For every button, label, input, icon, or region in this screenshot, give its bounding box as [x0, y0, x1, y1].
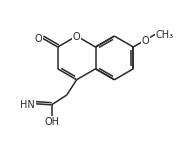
Text: HN: HN	[20, 100, 35, 110]
Text: O: O	[73, 32, 80, 42]
Text: O: O	[35, 34, 42, 44]
Text: CH₃: CH₃	[155, 30, 173, 40]
Text: OH: OH	[44, 117, 59, 127]
Text: O: O	[142, 36, 149, 46]
